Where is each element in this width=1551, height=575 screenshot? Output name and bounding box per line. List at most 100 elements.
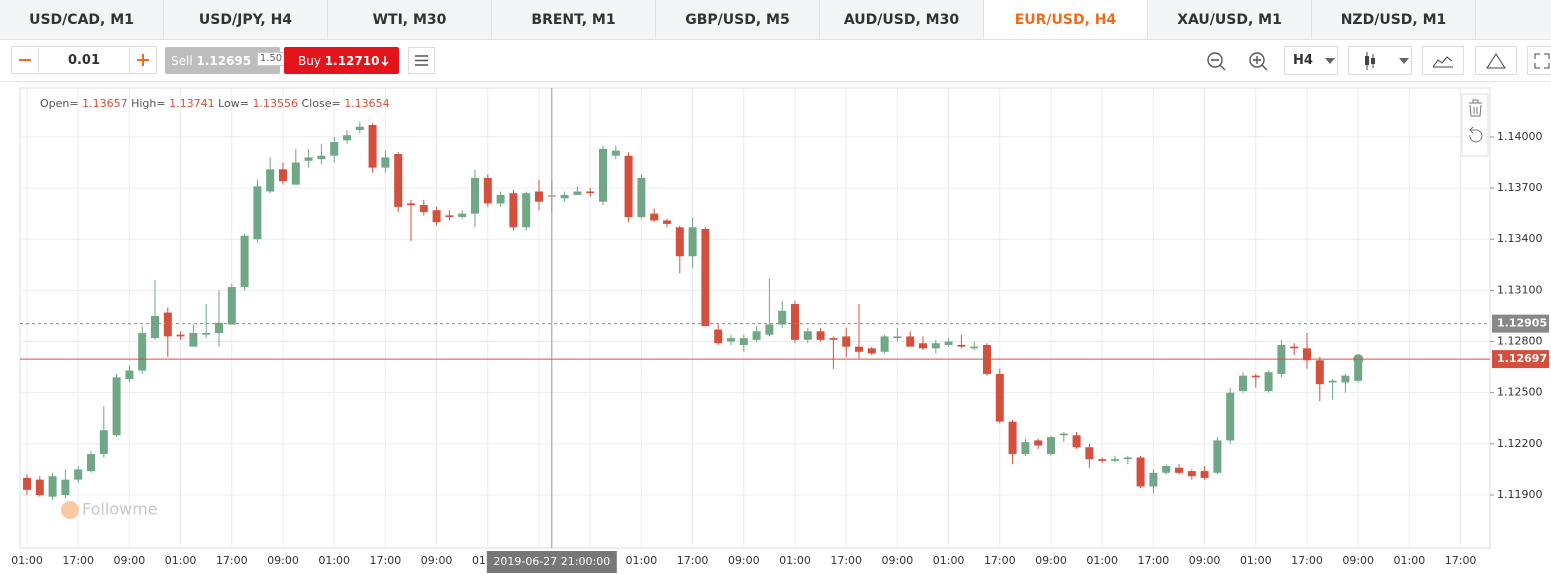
candle-body bbox=[355, 126, 364, 131]
minus-icon bbox=[19, 59, 31, 61]
tab[interactable]: BRENT, M1 bbox=[492, 0, 656, 39]
candle-body bbox=[1098, 459, 1107, 461]
candle-body bbox=[1341, 375, 1350, 383]
x-tick-label: 09:00 bbox=[421, 554, 453, 567]
candle-body bbox=[432, 210, 441, 223]
ohlc-info: Open= 1.13657 High= 1.13741 Low= 1.13556… bbox=[40, 97, 390, 110]
tab[interactable]: USD/JPY, H4 bbox=[164, 0, 328, 39]
zoom-in[interactable] bbox=[1246, 50, 1270, 72]
candle-body bbox=[611, 150, 620, 156]
candle-body bbox=[483, 177, 492, 204]
candle-body bbox=[637, 177, 646, 218]
y-tick-label: 1.12800 bbox=[1497, 335, 1543, 348]
chart: Followme Open= 1.13657 High= 1.13741 Low… bbox=[11, 87, 1549, 573]
tab[interactable]: NZD/USD, M1 bbox=[1312, 0, 1476, 39]
tab[interactable]: USD/CAD, M1 bbox=[0, 0, 164, 39]
candle-body bbox=[765, 324, 774, 335]
timeframe-select[interactable]: H4 bbox=[1284, 46, 1338, 75]
drawing-button[interactable] bbox=[1475, 46, 1517, 75]
candle-body bbox=[1226, 392, 1235, 441]
indicator-button[interactable] bbox=[1422, 46, 1464, 75]
candle-body bbox=[701, 229, 710, 327]
close-label: Close= bbox=[302, 97, 341, 110]
candle-body bbox=[752, 331, 761, 340]
candle-body bbox=[48, 476, 57, 497]
candle-body bbox=[1021, 442, 1030, 455]
spread: 1.50 bbox=[257, 52, 285, 66]
candle-body bbox=[560, 194, 569, 199]
plus-button[interactable] bbox=[129, 46, 157, 74]
price-label: 1.12905 bbox=[1497, 317, 1547, 330]
candle-body bbox=[304, 157, 313, 161]
open-label: Open= bbox=[40, 97, 79, 110]
x-tick-label: 17:00 bbox=[677, 554, 709, 567]
candle-body bbox=[1123, 457, 1132, 460]
y-tick-label: 1.13100 bbox=[1497, 283, 1543, 296]
candle-body bbox=[1162, 465, 1171, 473]
y-tick-label: 1.13700 bbox=[1497, 181, 1543, 194]
candle-body bbox=[727, 338, 735, 342]
trash-icon[interactable] bbox=[1469, 99, 1482, 117]
candle-body bbox=[381, 157, 390, 168]
caret bbox=[1324, 57, 1335, 64]
candle-body bbox=[650, 213, 659, 221]
tab-bar: USD/CAD, M1 USD/JPY, H4 WTI, M30 BRENT, M1 G… bbox=[0, 0, 1551, 40]
buy-button[interactable]: Buy 1.12710 bbox=[284, 47, 399, 74]
chart-type-select[interactable] bbox=[1348, 46, 1412, 75]
candle-body bbox=[125, 370, 134, 380]
x-tick-label: 09:00 bbox=[1342, 554, 1374, 567]
crosshair-label: 2019-06-27 21:00:00 bbox=[493, 555, 610, 568]
candle-body bbox=[1264, 372, 1273, 391]
watermark: Followme bbox=[82, 500, 158, 519]
zoom-out[interactable] bbox=[1204, 50, 1228, 72]
candle-body bbox=[778, 310, 787, 325]
y-tick-label: 1.11900 bbox=[1497, 488, 1543, 501]
undo-icon[interactable] bbox=[1469, 126, 1483, 143]
candle-body bbox=[1111, 459, 1119, 461]
candle-body bbox=[74, 469, 83, 480]
tab[interactable]: XAU/USD, M1 bbox=[1148, 0, 1312, 39]
grid bbox=[20, 88, 1494, 548]
candle-body bbox=[829, 338, 838, 340]
candle-body bbox=[1354, 359, 1363, 381]
tab[interactable]: EUR/USD, H4 bbox=[984, 0, 1148, 39]
candle-body bbox=[61, 479, 70, 495]
toolbar: 0.01 Sell 1.12695 1.50 Buy 1.12710 H4 bbox=[0, 40, 1551, 82]
candle-body bbox=[317, 155, 326, 160]
candle-body bbox=[176, 334, 185, 337]
x-tick-label: 09:00 bbox=[114, 554, 146, 567]
tab[interactable]: GBP/USD, M5 bbox=[656, 0, 820, 39]
candle-body bbox=[919, 343, 927, 349]
low-value: 1.13556 bbox=[253, 97, 299, 110]
fullscreen-button[interactable] bbox=[1527, 46, 1551, 75]
caret bbox=[1399, 57, 1409, 64]
candle-body bbox=[1315, 360, 1324, 385]
x-tick-label: 01:00 bbox=[779, 554, 811, 567]
sell-button[interactable]: Sell 1.12695 bbox=[165, 47, 280, 74]
candle-body bbox=[368, 124, 377, 168]
candle-body bbox=[1290, 346, 1299, 349]
indicator-icon bbox=[1433, 55, 1453, 67]
candle-body bbox=[330, 142, 339, 156]
down-arrow bbox=[381, 55, 389, 66]
candle-body bbox=[688, 227, 697, 257]
candle-body bbox=[23, 477, 31, 490]
price-label-box bbox=[1492, 314, 1549, 333]
expand-icon bbox=[1534, 53, 1550, 68]
x-tick-label: 01:00 bbox=[318, 554, 350, 567]
low-label: Low= bbox=[218, 97, 249, 110]
x-tick-label: 01:00 bbox=[933, 554, 965, 567]
watermark-logo bbox=[61, 501, 79, 519]
tab[interactable]: AUD/USD, M30 bbox=[820, 0, 984, 39]
x-tick-label: 09:00 bbox=[882, 554, 914, 567]
tab[interactable]: WTI, M30 bbox=[328, 0, 492, 39]
candle-body bbox=[663, 220, 671, 224]
menu-button[interactable] bbox=[408, 47, 435, 74]
candle-body bbox=[1328, 380, 1337, 383]
candle-body bbox=[163, 312, 172, 337]
minus-button[interactable] bbox=[11, 46, 39, 74]
lot-input[interactable]: 0.01 bbox=[38, 46, 130, 74]
x-tick-label: 01:00 bbox=[1394, 554, 1426, 567]
candle-body bbox=[714, 329, 723, 344]
candle-body bbox=[471, 177, 479, 214]
